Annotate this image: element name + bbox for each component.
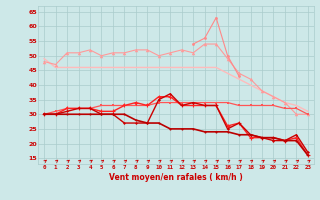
X-axis label: Vent moyen/en rafales ( km/h ): Vent moyen/en rafales ( km/h )	[109, 173, 243, 182]
